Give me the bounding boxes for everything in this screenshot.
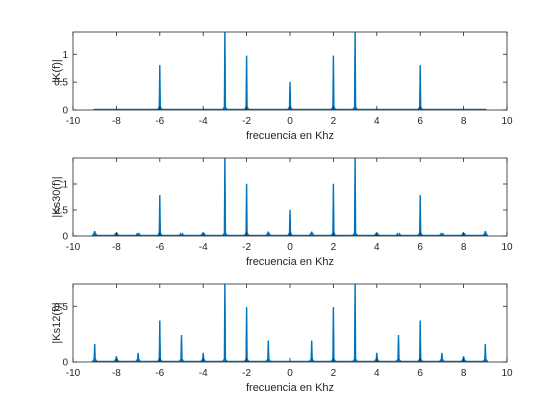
x-tick-label: -10 [66, 116, 81, 127]
spike-peak [243, 55, 250, 110]
x-tick-label: 0 [287, 116, 293, 127]
spike-peak [156, 65, 164, 110]
y-tick-label: 0 [62, 358, 68, 369]
spike-peak [330, 55, 337, 110]
x-tick-label: -10 [66, 242, 81, 253]
y-tick-label: 0.5 [54, 302, 68, 313]
spike-peak [221, 32, 229, 110]
spike-peak [156, 320, 164, 362]
x-tick-label: 0 [287, 368, 293, 379]
x-axis-label: frecuencia en Khz [246, 256, 334, 268]
x-tick-label: -4 [199, 116, 208, 127]
spike-peak [351, 284, 359, 362]
x-tick-label: -6 [155, 242, 164, 253]
y-tick-label: 1 [62, 50, 68, 61]
x-axis-label: frecuencia en Khz [246, 382, 334, 394]
subplot-2: -10 -8 -6 -4 -2 0 2 4 6 8 10 0 0.5 1 frecuencia en Khz… [51, 157, 513, 268]
x-tick-label: 6 [417, 242, 423, 253]
spike-peak [156, 195, 164, 236]
subplot-3: -10 -8 -6 -4 -2 0 2 4 6 8 10 0 0.5 frecuencia en Khz |… [51, 283, 513, 394]
y-axis-label: |Ks12(f)| [51, 302, 63, 343]
x-tick-label: -10 [66, 368, 81, 379]
y-tick-label: 0.5 [54, 206, 68, 217]
spike-peak [373, 352, 381, 362]
y-tick-label: 0.5 [54, 78, 68, 89]
y-axis-label: |K(f)| [51, 59, 63, 82]
x-tick-label: 6 [417, 116, 423, 127]
spike-peak [330, 183, 337, 236]
y-axis-label: |Ks30(f)| [51, 176, 63, 217]
x-tick-label: 10 [501, 368, 513, 379]
x-tick-label: -8 [112, 368, 121, 379]
x-tick-label: 6 [417, 368, 423, 379]
y-tick-label: 1 [62, 180, 68, 191]
spike-peak [438, 232, 446, 236]
x-tick-label: -2 [242, 368, 251, 379]
subplot-1: -10 -8 -6 -4 -2 0 2 4 6 8 10 0 0.5 1 frecuencia en Khz… [51, 31, 513, 142]
x-tick-label: 4 [374, 368, 380, 379]
x-tick-label: 2 [331, 116, 337, 127]
spike-peak [243, 183, 250, 236]
spike-peak [416, 65, 424, 110]
x-tick-label: -4 [199, 242, 208, 253]
spike-peak [416, 320, 424, 362]
spike-peak [178, 334, 185, 362]
spike-peak [481, 231, 489, 236]
spike-peak [134, 352, 142, 362]
spike-peak [351, 32, 359, 110]
x-tick-label: -6 [155, 368, 164, 379]
spike-peak [134, 232, 142, 236]
x-tick-label: -8 [112, 242, 121, 253]
spike-peak [286, 209, 294, 236]
spike-peak [416, 195, 424, 236]
x-tick-label: -8 [112, 116, 121, 127]
x-tick-label: 10 [501, 242, 513, 253]
spike-peak [264, 231, 272, 236]
x-axis-label: frecuencia en Khz [246, 130, 334, 142]
spike-peak [308, 231, 316, 236]
x-tick-label: 0 [287, 242, 293, 253]
spike-peak [199, 352, 207, 362]
plot-area [91, 284, 489, 362]
axes-box [72, 283, 508, 363]
x-tick-label: -2 [242, 116, 251, 127]
x-tick-label: 4 [374, 116, 380, 127]
spike-peak [308, 340, 316, 362]
spike-peak [395, 232, 402, 236]
x-tick-label: -6 [155, 116, 164, 127]
plot-area [91, 158, 489, 236]
x-tick-label: -4 [199, 368, 208, 379]
spike-peak [351, 158, 359, 236]
x-tick-label: 8 [461, 242, 467, 253]
x-tick-label: 2 [331, 368, 337, 379]
y-tick-label: 0 [62, 232, 68, 243]
spike-peak [243, 307, 250, 362]
x-tick-label: 4 [374, 242, 380, 253]
spike-peak [481, 343, 489, 362]
spike-peak [221, 284, 229, 362]
spike-peak [286, 81, 294, 110]
spike-peak [221, 158, 229, 236]
spike-peak [91, 231, 99, 236]
plot-area [93, 32, 487, 110]
spike-peak [330, 307, 337, 362]
spike-peak [438, 352, 446, 362]
spike-peak [395, 334, 402, 362]
spike-peak [91, 343, 99, 362]
y-tick-label: 0 [62, 106, 68, 117]
x-tick-label: -2 [242, 242, 251, 253]
spike-peak [178, 232, 185, 236]
x-tick-label: 8 [461, 368, 467, 379]
x-tick-label: 2 [331, 242, 337, 253]
spike-peak [264, 340, 272, 362]
x-tick-label: 10 [501, 116, 513, 127]
x-tick-label: 8 [461, 116, 467, 127]
